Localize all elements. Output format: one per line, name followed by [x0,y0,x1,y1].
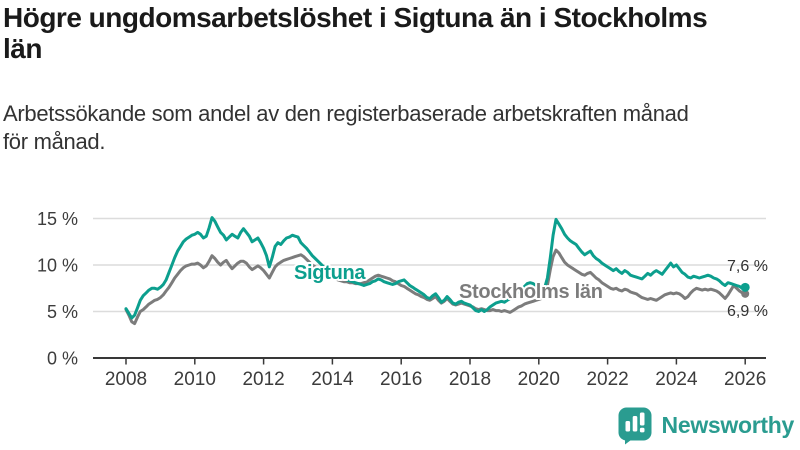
newsworthy-logo-icon [618,407,652,445]
y-axis-label: 10 % [37,256,78,276]
y-axis-label: 5 % [47,302,78,322]
series-line-stockholms-l-n [124,248,747,326]
chart-subtitle: Arbetssökande som andel av den registerb… [3,100,795,156]
x-axis-label: 2024 [655,369,698,390]
y-axis-label: 15 % [37,209,78,229]
x-axis-label: 2008 [105,369,147,390]
x-axis-label: 2018 [449,369,491,390]
page-title-line-1: Högre ungdomsarbetslöshet i Sigtuna än i… [3,2,708,33]
series-label-stockholms-l-n: Stockholms län [459,281,603,303]
x-axis-label: 2020 [518,369,560,390]
newsworthy-logo-wordmark: Newsworthy [661,412,795,438]
page-title: Högre ungdomsarbetslöshet i Sigtuna än i… [3,2,795,64]
chart-subtitle-line-2: för månad. [3,129,106,154]
series-line-sigtuna [124,216,747,320]
newsworthy-logo: Newsworthy [617,406,794,445]
page-title-line-2: län [3,33,42,64]
x-axis-label: 2014 [311,369,354,390]
series-label-sigtuna: Sigtuna [294,262,366,284]
x-axis-label: 2026 [724,369,766,390]
series-end-dot-sigtuna [740,282,750,292]
x-axis-label: 2022 [586,369,628,390]
x-axis-label: 2010 [174,369,216,390]
x-axis-label: 2012 [242,369,284,390]
y-axis-label: 0 % [47,349,78,369]
series-end-dot-stockholms-l-n [741,289,750,298]
x-axis-label: 2016 [380,369,422,390]
chart-subtitle-line-1: Arbetssökande som andel av den registerb… [3,101,689,126]
end-value-label-stockholms-l-n: 6,9 % [727,303,768,320]
end-value-label-sigtuna: 7,6 % [727,258,768,275]
